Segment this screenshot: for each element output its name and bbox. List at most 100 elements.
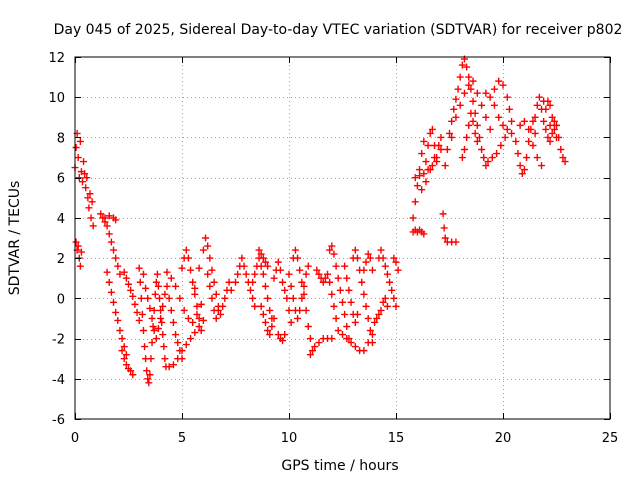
data-point (76, 262, 84, 270)
data-point (538, 162, 546, 170)
y-axis-label: SDTVAR / TECUs (7, 181, 23, 296)
data-point (182, 246, 190, 254)
data-point (163, 268, 171, 276)
data-point (89, 222, 97, 230)
data-point (135, 316, 143, 324)
data-point (321, 274, 329, 282)
data-point (176, 294, 184, 302)
data-point (221, 294, 229, 302)
data-point (473, 137, 481, 145)
data-point (122, 274, 130, 282)
data-point (88, 198, 96, 206)
data-point (139, 270, 147, 278)
data-point (294, 254, 302, 262)
data-point (143, 367, 151, 375)
data-point (418, 186, 426, 194)
data-point (390, 294, 398, 302)
data-point (516, 162, 524, 170)
data-point (473, 89, 481, 97)
data-point (127, 286, 135, 294)
data-point (420, 137, 428, 145)
data-point (433, 158, 441, 166)
data-point (463, 63, 471, 71)
data-point (291, 246, 299, 254)
data-point (343, 335, 351, 343)
data-point (257, 250, 265, 258)
data-point (217, 310, 225, 318)
data-point (390, 254, 398, 262)
y-tick-label: 4 (57, 212, 65, 227)
data-point (156, 294, 164, 302)
data-point (460, 146, 468, 154)
data-point (448, 117, 456, 125)
data-point (159, 302, 167, 310)
data-point (251, 302, 259, 310)
data-point (212, 290, 220, 298)
data-point (120, 343, 128, 351)
data-point (533, 101, 541, 109)
data-point (246, 286, 254, 294)
data-point (187, 266, 195, 274)
data-point (187, 335, 195, 343)
data-point (138, 310, 146, 318)
data-point (195, 322, 203, 330)
data-point (289, 294, 297, 302)
data-point (268, 322, 276, 330)
data-point (135, 264, 143, 272)
data-point (383, 302, 391, 310)
data-point (120, 355, 128, 363)
data-point (364, 250, 372, 258)
data-point (195, 314, 203, 322)
data-point (199, 246, 207, 254)
data-point (330, 250, 338, 258)
data-point (157, 306, 165, 314)
data-point (74, 242, 82, 250)
y-tick-label: 2 (57, 252, 65, 267)
data-point (261, 318, 269, 326)
data-point (326, 278, 334, 286)
data-point (469, 77, 477, 85)
data-point (441, 234, 449, 242)
data-point (458, 61, 466, 69)
data-point (452, 95, 460, 103)
data-point (145, 379, 153, 387)
data-point (469, 117, 477, 125)
data-point (431, 141, 439, 149)
data-point (81, 170, 89, 178)
data-point (362, 258, 370, 266)
data-point (112, 308, 120, 316)
data-point (306, 335, 314, 343)
data-point (426, 129, 434, 137)
data-point (261, 258, 269, 266)
data-point (97, 210, 105, 218)
data-point (512, 137, 520, 145)
data-point (264, 262, 272, 270)
data-point (204, 270, 212, 278)
data-point (281, 331, 289, 339)
data-point (409, 214, 417, 222)
data-point (351, 343, 359, 351)
data-point (535, 93, 543, 101)
data-point (116, 270, 124, 278)
data-point (332, 262, 340, 270)
data-point (418, 150, 426, 158)
data-point (452, 113, 460, 121)
data-point (105, 230, 113, 238)
data-point (480, 154, 488, 162)
data-point (172, 282, 180, 290)
data-point (339, 331, 346, 339)
data-point (383, 270, 391, 278)
data-point (154, 325, 162, 332)
data-point (296, 306, 304, 314)
data-point (114, 316, 122, 324)
data-point (249, 278, 257, 286)
data-point (167, 306, 175, 314)
data-point (373, 314, 381, 322)
data-point (330, 302, 338, 310)
data-point (144, 375, 152, 383)
data-point (441, 162, 449, 170)
data-point (167, 274, 175, 282)
plot-frame (74, 56, 611, 420)
data-point (78, 178, 86, 186)
data-point (334, 327, 342, 335)
